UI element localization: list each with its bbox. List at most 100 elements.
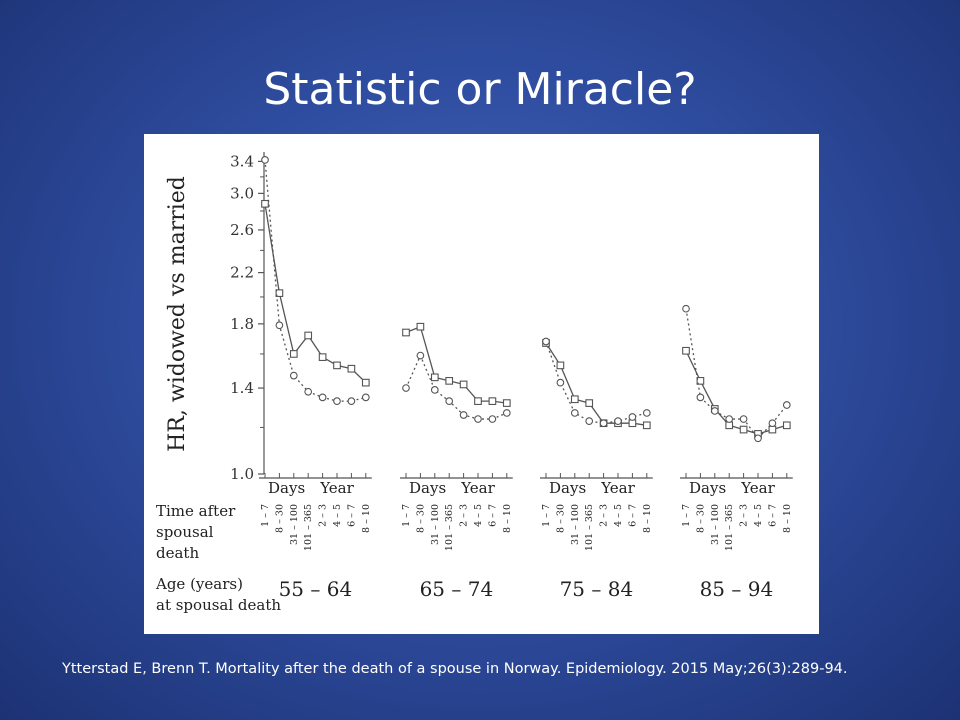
circle-data-point [642, 409, 651, 417]
circle-data-point [768, 419, 777, 428]
square-data-point [261, 199, 269, 208]
period-group-label: Days [549, 479, 586, 497]
square-data-point [725, 421, 734, 430]
age-group-label: 85 – 94 [700, 577, 774, 601]
square-data-point [347, 364, 356, 373]
square-data-point [430, 373, 439, 382]
citation: Ytterstad E, Brenn T. Mortality after th… [62, 661, 848, 677]
circle-data-point [289, 371, 298, 380]
period-tick-label: 8 – 30 [555, 504, 566, 533]
period-tick-label: 1 – 7 [681, 504, 692, 527]
circle-data-point [614, 417, 622, 425]
square-data-point [416, 322, 425, 331]
period-tick-label: 31 – 100 [289, 504, 300, 545]
circle-data-point [474, 415, 482, 423]
circle-data-point [696, 393, 705, 402]
period-tick-label: 101 – 365 [584, 504, 595, 551]
period-tick-label: 31 – 100 [430, 504, 441, 545]
circle-data-point [347, 397, 356, 406]
y-tick-label: 1.0 [230, 465, 254, 483]
square-data-point [768, 425, 777, 434]
period-tick-label: 2 – 3 [739, 504, 750, 527]
period-tick-label: 101 – 365 [724, 504, 735, 551]
square-data-point [289, 350, 298, 358]
square-data-point [333, 361, 341, 370]
y-tick-label: 3.0 [230, 184, 254, 202]
square-data-point [682, 346, 690, 355]
square-data-point [459, 380, 468, 389]
y-tick-label: 1.8 [230, 315, 254, 333]
period-tick-label: 1 – 7 [401, 504, 412, 527]
square-data-point [445, 377, 454, 385]
period-group-label: Days [689, 479, 726, 497]
period-tick-label: 1 – 7 [541, 504, 552, 527]
period-tick-label: 2 – 3 [318, 504, 329, 527]
square-data-point [696, 377, 705, 385]
square-data-point [570, 395, 579, 404]
circle-data-point [710, 407, 719, 415]
period-tick-label: 6 – 7 [767, 504, 778, 527]
square-data-point [502, 399, 511, 407]
circle-data-point [725, 415, 734, 423]
period-tick-label: 31 – 100 [710, 504, 721, 545]
circle-data-point [304, 387, 313, 396]
time-row-label: death [156, 544, 199, 562]
period-group-label: Days [409, 479, 446, 497]
period-tick-label: 8 – 30 [695, 504, 706, 533]
period-tick-label: 8 – 30 [274, 504, 285, 533]
square-series-line [405, 325, 507, 404]
period-group-label: Year [319, 479, 354, 497]
period-tick-label: 4 – 5 [332, 504, 343, 527]
age-row-label: Age (years) [155, 575, 243, 593]
time-row-label: spousal [156, 523, 214, 541]
period-tick-label: 1 – 7 [260, 504, 271, 527]
circle-data-point [402, 384, 410, 392]
period-group-label: Days [268, 479, 305, 497]
chart-figure: 1.0 1.4 1.8 2.2 2.6 3.0 3.4 HR, widowed vs marr… [144, 134, 819, 634]
circle-data-point [361, 393, 370, 402]
age-group-label: 65 – 74 [420, 577, 494, 601]
circle-data-point [754, 434, 762, 443]
circle-series-line [405, 353, 508, 420]
circle-data-point [628, 413, 637, 421]
circle-data-point [782, 401, 791, 409]
circle-data-point [599, 419, 608, 428]
circle-data-point [445, 397, 454, 406]
circle-data-point [318, 393, 327, 402]
circle-data-point [459, 411, 468, 419]
circle-data-point [275, 321, 284, 330]
square-data-point [275, 289, 284, 297]
circle-series-line [685, 308, 788, 440]
period-tick-label: 4 – 5 [753, 504, 764, 527]
y-axis-label: HR, widowed vs married [165, 176, 190, 452]
circle-data-point [502, 409, 511, 417]
period-tick-label: 4 – 5 [473, 504, 484, 527]
period-group-label: Year [600, 479, 635, 497]
square-data-point [782, 421, 791, 430]
time-row-label: Time after [156, 502, 236, 520]
period-group-label: Year [460, 479, 495, 497]
square-data-point [318, 353, 327, 362]
age-row-label: at spousal death [156, 596, 281, 614]
square-data-point [628, 419, 637, 428]
circle-data-point [333, 397, 341, 406]
square-data-point [739, 425, 748, 434]
y-tick-label: 2.6 [230, 221, 254, 239]
slide-title: Statistic or Miracle? [263, 64, 697, 115]
age-group-label: 55 – 64 [279, 577, 353, 601]
period-tick-label: 8 – 10 [642, 504, 653, 533]
y-tick-label: 1.4 [230, 379, 254, 397]
period-tick-label: 8 – 10 [502, 504, 513, 533]
period-tick-label: 8 – 10 [782, 504, 793, 533]
period-tick-label: 6 – 7 [346, 504, 357, 527]
circle-data-point [682, 304, 690, 313]
circle-data-point [261, 156, 269, 164]
period-tick-label: 101 – 365 [444, 504, 455, 551]
square-data-point [585, 399, 594, 407]
y-tick-label: 2.2 [230, 264, 254, 282]
period-tick-label: 8 – 30 [415, 504, 426, 533]
square-data-point [361, 378, 370, 387]
y-tick-label: 3.4 [230, 152, 254, 170]
period-tick-label: 2 – 3 [599, 504, 610, 527]
square-data-point [642, 421, 651, 430]
